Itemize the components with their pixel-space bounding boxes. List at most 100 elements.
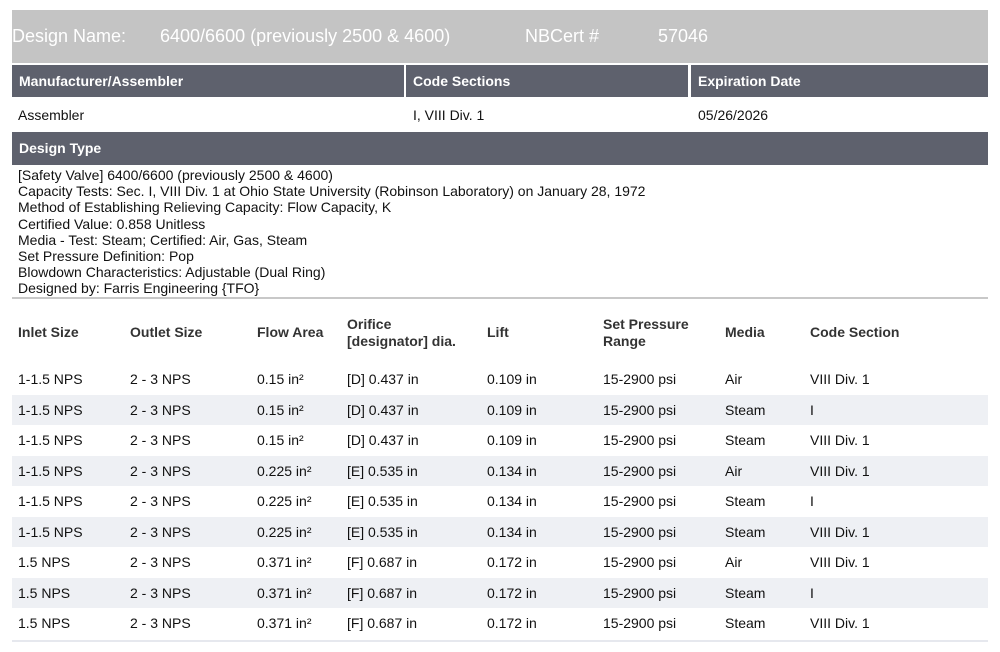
cell: 1-1.5 NPS <box>18 523 83 540</box>
column-header: Flow Area <box>257 324 324 340</box>
text-line: Designed by: Farris Engineering {TFO} <box>18 280 260 297</box>
cell: [D] 0.437 in <box>347 371 419 387</box>
table-row: 1.5 NPS 2 - 3 NPS 0.371 in² [F] 0.687 in 0.1… <box>12 547 988 578</box>
divider <box>12 297 988 299</box>
cell: 0.134 in <box>487 493 537 509</box>
cell: Air <box>725 554 743 570</box>
column-header: Expiration Date <box>691 65 988 97</box>
column-header: Orifice [designator] dia. <box>347 316 456 349</box>
cell: 0.371 in² <box>257 615 312 631</box>
column-header: Set Pressure Range <box>603 316 689 349</box>
cell: 0.172 in <box>487 554 537 570</box>
cell: 0.371 in² <box>257 554 312 570</box>
cell: 2 - 3 NPS <box>130 584 191 601</box>
cell: 15-2900 psi <box>603 523 677 540</box>
cell: VIII Div. 1 <box>810 432 870 448</box>
cell: 2 - 3 NPS <box>130 554 191 570</box>
table-row: 1-1.5 NPS 2 - 3 NPS 0.15 in² [D] 0.437 in 0.… <box>12 425 988 456</box>
table-row: 1-1.5 NPS 2 - 3 NPS 0.225 in² [E] 0.535 in 0… <box>12 486 988 517</box>
column-header: Code Sections <box>406 65 688 97</box>
cell: 2 - 3 NPS <box>130 371 191 387</box>
cell: I, VIII Div. 1 <box>413 107 485 123</box>
cell: Steam <box>725 615 766 631</box>
cell: I <box>810 401 814 418</box>
cell: Steam <box>725 523 766 540</box>
table-row: 1-1.5 NPS 2 - 3 NPS 0.15 in² [D] 0.437 in 0.… <box>12 394 988 425</box>
table-row: 1-1.5 NPS 2 - 3 NPS 0.225 in² [E] 0.535 in 0… <box>12 455 988 486</box>
cell: 15-2900 psi <box>603 615 677 631</box>
cell: 0.172 in <box>487 584 537 601</box>
divider <box>12 640 988 642</box>
table-row: 1.5 NPS 2 - 3 NPS 0.371 in² [F] 0.687 in 0.1… <box>12 577 988 608</box>
table-row: 1-1.5 NPS 2 - 3 NPS 0.225 in² [E] 0.535 in 0… <box>12 516 988 547</box>
column-header: Code Section <box>810 324 900 340</box>
cell: 2 - 3 NPS <box>130 401 191 418</box>
cell: [F] 0.687 in <box>347 554 418 570</box>
cell: 2 - 3 NPS <box>130 493 191 509</box>
section-header: Design Type <box>12 132 988 165</box>
table-row: 1-1.5 NPS 2 - 3 NPS 0.15 in² [D] 0.437 in 0.… <box>12 364 988 395</box>
cell: 0.109 in <box>487 432 537 448</box>
cell: 15-2900 psi <box>603 401 677 418</box>
cell: 1.5 NPS <box>18 615 71 631</box>
column-header: Inlet Size <box>18 324 79 340</box>
cell: 0.109 in <box>487 401 537 418</box>
cell: 15-2900 psi <box>603 371 677 387</box>
design-type-text: [Safety Valve] 6400/6600 (previously 250… <box>18 167 645 297</box>
cell: Steam <box>725 493 766 509</box>
cell: 0.15 in² <box>257 432 304 448</box>
cell: 15-2900 psi <box>603 493 677 509</box>
cell: [E] 0.535 in <box>347 462 418 479</box>
text-line: Capacity Tests: Sec. I, VIII Div. 1 at O… <box>18 183 646 200</box>
cell: I <box>810 493 814 509</box>
text-line: Set Pressure Definition: Pop <box>18 248 194 265</box>
cell: 15-2900 psi <box>603 554 677 570</box>
design-name-band: Design Name: 6400/6600 (previously 2500 … <box>12 10 988 63</box>
cell: VIII Div. 1 <box>810 523 870 540</box>
cell: Steam <box>725 584 766 601</box>
cell: 15-2900 psi <box>603 462 677 479</box>
cell: Air <box>725 371 743 387</box>
cell: VIII Div. 1 <box>810 371 870 387</box>
text-line: Method of Establishing Relieving Capacit… <box>18 199 392 216</box>
cell: 2 - 3 NPS <box>130 432 191 448</box>
cell: 0.225 in² <box>257 493 312 509</box>
cell: 0.134 in <box>487 462 537 479</box>
cell: 0.172 in <box>487 615 537 631</box>
column-header: Manufacturer/Assembler <box>12 65 404 97</box>
cell: 0.134 in <box>487 523 537 540</box>
text-line: [Safety Valve] 6400/6600 (previously 250… <box>18 167 333 183</box>
column-header: Outlet Size <box>130 324 203 340</box>
cell: 1-1.5 NPS <box>18 493 83 509</box>
cell: [D] 0.437 in <box>347 432 419 448</box>
cell: 2 - 3 NPS <box>130 462 191 479</box>
cell: VIII Div. 1 <box>810 615 870 631</box>
cell: 2 - 3 NPS <box>130 615 191 631</box>
cell: 1-1.5 NPS <box>18 432 83 448</box>
cell: 0.225 in² <box>257 462 312 479</box>
cell: 1-1.5 NPS <box>18 371 83 387</box>
text-line: Blowdown Characteristics: Adjustable (Du… <box>18 264 326 281</box>
cell: 1-1.5 NPS <box>18 401 83 418</box>
cell: [F] 0.687 in <box>347 584 418 601</box>
cell: [F] 0.687 in <box>347 615 418 631</box>
cell: 0.371 in² <box>257 584 312 601</box>
cell: 0.15 in² <box>257 401 304 418</box>
cell: I <box>810 584 814 601</box>
cell: [E] 0.535 in <box>347 493 418 509</box>
column-header: Media <box>725 324 765 340</box>
cell: 0.109 in <box>487 371 537 387</box>
value: 6400/6600 (previously 2500 & 4600) <box>160 26 451 46</box>
cell: Steam <box>725 432 766 448</box>
cell: 0.225 in² <box>257 523 312 540</box>
label: NBCert # <box>525 26 600 46</box>
cell: [E] 0.535 in <box>347 523 418 540</box>
text-line: Certified Value: 0.858 Unitless <box>18 215 206 232</box>
cell: VIII Div. 1 <box>810 462 870 479</box>
column-header: Lift <box>487 324 509 340</box>
cell: 0.15 in² <box>257 371 304 387</box>
value: 57046 <box>658 26 709 46</box>
cell: 1-1.5 NPS <box>18 462 83 479</box>
label: Design Name: <box>12 26 127 46</box>
